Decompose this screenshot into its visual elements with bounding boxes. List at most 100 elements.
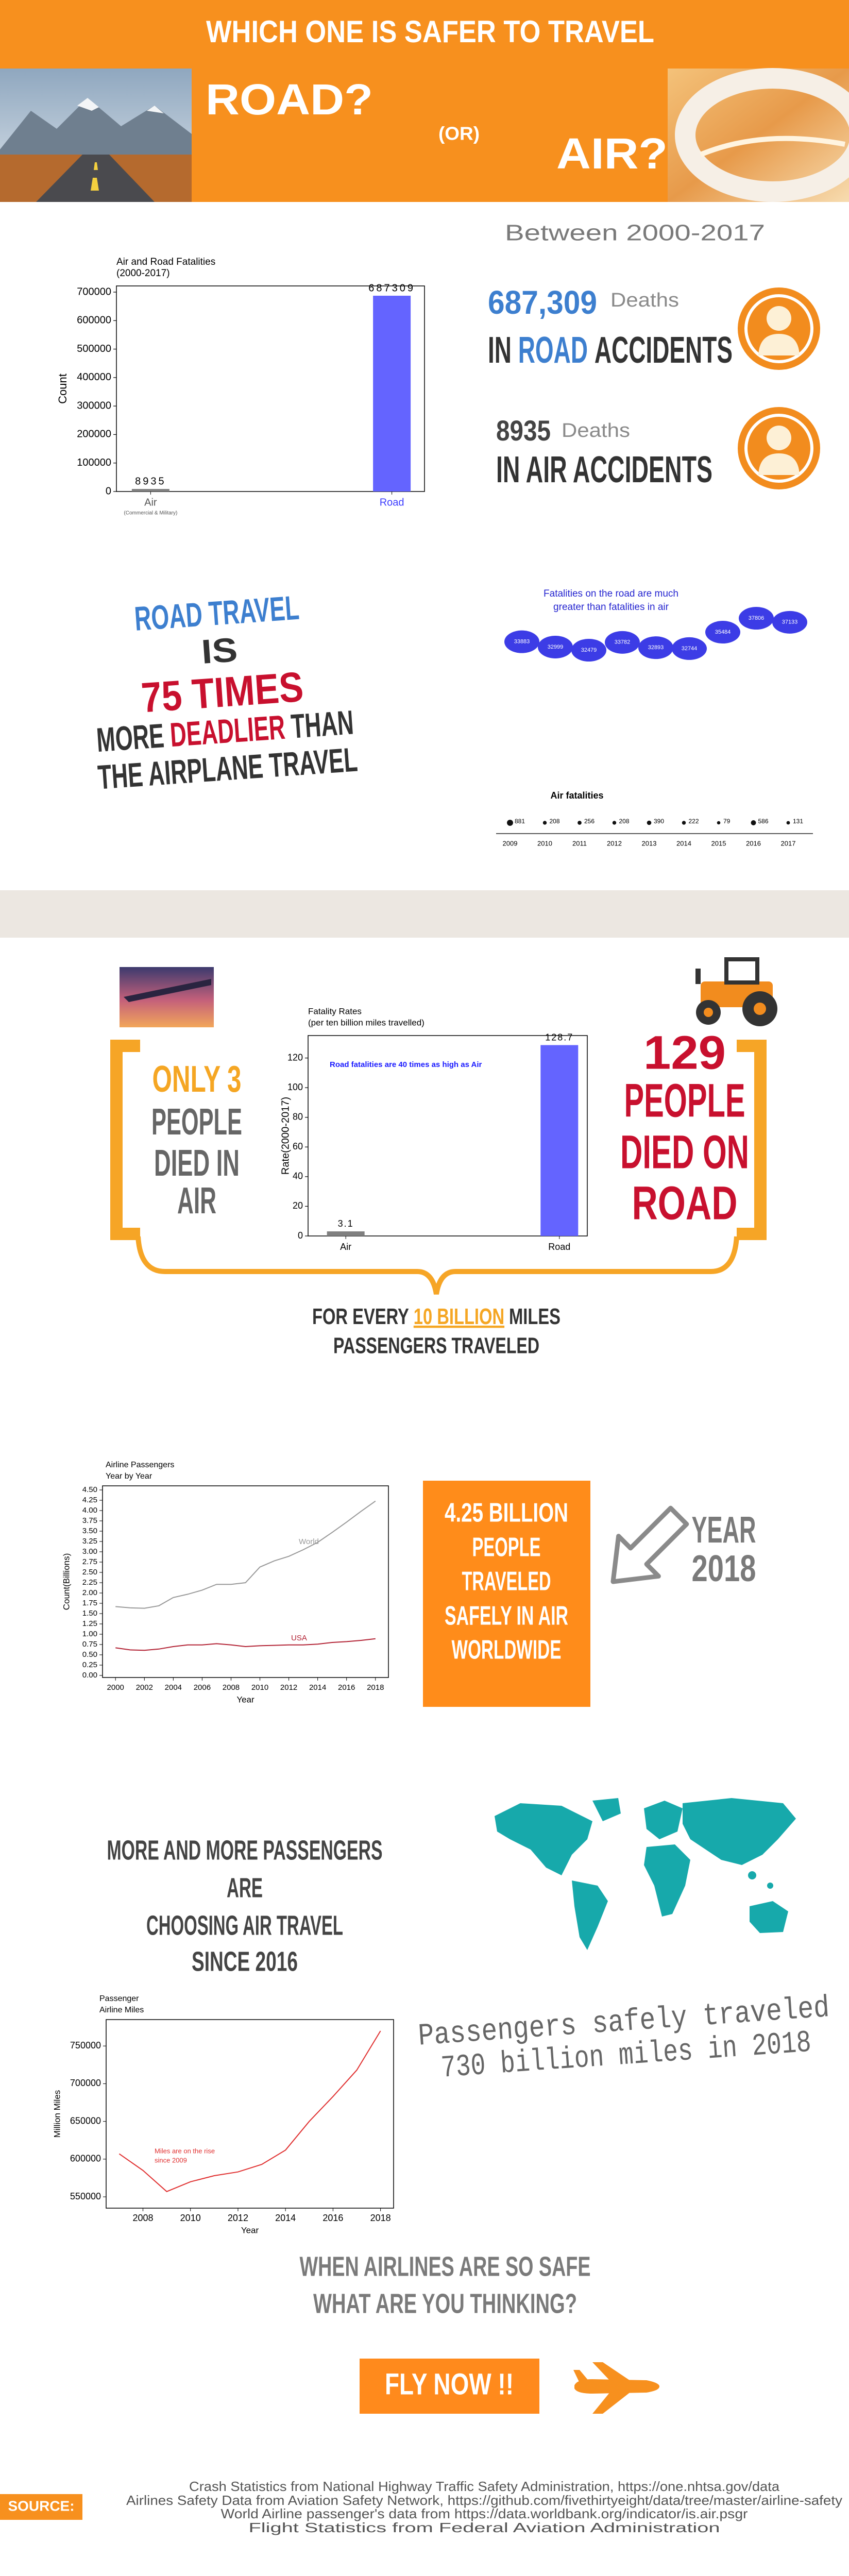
box-line: WORLDWIDE: [452, 1635, 562, 1665]
box-line: TRAVELED: [462, 1567, 551, 1597]
x-tick-label: 2017: [781, 839, 796, 847]
x-tick-label: 2010: [251, 1683, 268, 1692]
closing-line: WHEN AIRLINES ARE SO SAFE: [300, 2251, 591, 2282]
y-tick-label: 600000: [70, 2154, 101, 2164]
fly-now-button[interactable]: FLY NOW !!: [360, 2359, 539, 2414]
x-tick-label: 2008: [132, 2213, 153, 2223]
rate-footer: PASSENGERS TRAVELED: [333, 1333, 539, 1359]
bubble: [571, 639, 606, 662]
comparison-line: IS: [200, 630, 239, 671]
chart-title: Fatality Rates: [308, 1006, 362, 1016]
y-tick-label: 600000: [77, 315, 111, 326]
bubble: [538, 635, 573, 658]
dot: [682, 821, 686, 825]
dot: [647, 820, 652, 825]
x-axis-label: Year: [241, 2225, 259, 2235]
dot: [612, 821, 617, 825]
axes-frame: [102, 1485, 389, 1678]
period: Between 2000-2017: [505, 221, 765, 246]
text: IN: [488, 330, 512, 371]
dot-label: 208: [619, 818, 630, 825]
box-line: PEOPLE: [472, 1533, 541, 1563]
y-tick-label: 100000: [77, 457, 111, 468]
y-axis-label: Million Miles: [52, 2090, 62, 2138]
air-rate-line: AIR: [177, 1180, 216, 1222]
dot: [507, 820, 513, 826]
chart-title: Fatalities on the road are much: [544, 588, 678, 599]
x-tick-label: 2018: [370, 2213, 391, 2223]
x-tick-label: 2012: [607, 839, 622, 847]
bubble: [638, 636, 673, 659]
text: THAN: [290, 703, 354, 745]
annotation: since 2009: [155, 2156, 187, 2164]
trend-line: SINCE 2016: [192, 1946, 298, 1977]
x-tick-label: 2016: [322, 2213, 343, 2223]
chart-subtitle: Airline Miles: [99, 2006, 144, 2014]
road-rate-line: 129: [643, 1026, 726, 1079]
y-axis-label: Count(Billions): [61, 1553, 71, 1611]
dot-label: 208: [550, 818, 560, 825]
x-tick-label: 2013: [642, 839, 657, 847]
header-title: WHICH ONE IS SAFER TO TRAVEL: [206, 14, 654, 49]
series-line: [118, 2030, 381, 2192]
y-tick-label: 3.75: [82, 1516, 97, 1525]
y-tick-label: 300000: [77, 400, 111, 411]
box-line: 4.25 BILLION: [445, 1498, 568, 1528]
air-accidents-line: IN AIR ACCIDENTS: [496, 449, 712, 490]
dot-label: 131: [793, 818, 803, 825]
trend-line: CHOOSING AIR TRAVEL: [146, 1910, 343, 1941]
dot: [717, 821, 721, 825]
x-tick-label: 2011: [572, 839, 587, 847]
y-tick-label: 500000: [77, 343, 111, 354]
annotation: Road fatalities are 40 times as high as …: [330, 1060, 482, 1069]
dot-label: 256: [584, 818, 595, 825]
y-tick-label: 100: [287, 1082, 303, 1092]
bubble-label: 32999: [548, 644, 564, 650]
trend-line: ARE: [227, 1872, 263, 1903]
bar: [131, 489, 169, 492]
source-line: Crash Statistics from National Highway T…: [189, 2479, 780, 2494]
text: MORE: [95, 717, 165, 759]
y-tick-label: 2.50: [82, 1568, 97, 1577]
air-rate-line: PEOPLE: [151, 1101, 242, 1143]
dot: [786, 821, 790, 825]
dot-label: 881: [515, 818, 525, 825]
miles-text: Passengers safely traveled 730 billion m…: [417, 1991, 831, 2087]
year-line: 2018: [692, 1548, 756, 1589]
axes-frame: [116, 285, 425, 492]
bubble: [705, 621, 740, 644]
comparison-line: 75 TIMES: [140, 664, 305, 722]
x-tick-label: Air: [340, 1242, 351, 1252]
deaths-word: Deaths: [610, 290, 679, 311]
trend-line: MORE AND MORE PASSENGERS: [107, 1835, 383, 1866]
dot-label: 586: [758, 818, 769, 825]
axes-frame: [106, 2019, 394, 2209]
year-line: YEAR: [692, 1510, 756, 1551]
deaths-word: Deaths: [562, 420, 630, 442]
bubble-label: 32893: [648, 645, 664, 651]
bar-value-label: 687309: [368, 282, 415, 294]
bar-value-label: 3.1: [338, 1218, 354, 1229]
bubble: [672, 637, 707, 660]
series-line: [115, 1500, 376, 1609]
series-label: World: [299, 1537, 319, 1546]
x-axis-label: Year: [236, 1694, 254, 1704]
dot: [751, 820, 756, 825]
bubble-label: 32744: [682, 646, 698, 652]
bubble: [504, 630, 539, 653]
bracket: [110, 1040, 140, 1240]
button-bg[interactable]: [360, 2359, 539, 2414]
dot-label: 79: [723, 818, 731, 825]
tractor-icon: [695, 957, 777, 1026]
button-label[interactable]: FLY NOW !!: [385, 2367, 514, 2401]
y-tick-label: 20: [293, 1200, 303, 1211]
category-note: (Commercial & Military): [124, 511, 177, 516]
y-tick-label: 550000: [70, 2191, 101, 2201]
series-line: [115, 1638, 376, 1651]
x-tick-label: 2012: [280, 1683, 297, 1692]
y-tick-label: 700000: [77, 286, 111, 297]
x-tick-label: 2015: [711, 839, 726, 847]
road-rate-line: ROAD: [632, 1177, 738, 1229]
